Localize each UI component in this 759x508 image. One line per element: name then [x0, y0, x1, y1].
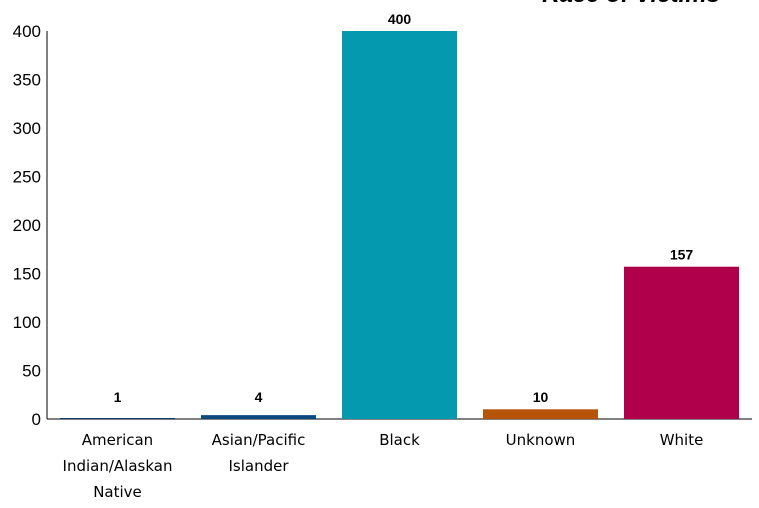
data-label: 400	[388, 11, 412, 27]
y-tick-label: 100	[13, 313, 41, 332]
data-label: 10	[533, 389, 549, 405]
y-tick-labels: 0 50 100 150 200 250 300 350 400	[13, 22, 41, 429]
y-tick-label: 350	[13, 71, 41, 90]
bars	[60, 31, 739, 419]
x-category-label: Asian/Pacific	[212, 431, 306, 449]
bar	[60, 418, 175, 419]
x-category-label: Islander	[228, 457, 289, 475]
y-tick-label: 200	[13, 216, 41, 235]
bar	[483, 409, 598, 419]
data-label: 4	[255, 389, 263, 405]
bar	[342, 31, 457, 419]
y-tick-label: 300	[13, 119, 41, 138]
data-label: 157	[670, 247, 694, 263]
data-label: 1	[114, 389, 122, 405]
y-tick-label: 0	[32, 410, 41, 429]
x-category-labels: American Indian/Alaskan Native Asian/Pacifi…	[63, 431, 704, 501]
x-category-label: Black	[379, 431, 420, 449]
bar	[201, 415, 316, 419]
x-category-label: Unknown	[506, 431, 576, 449]
y-tick-label: 250	[13, 168, 41, 187]
x-category-label: White	[660, 431, 704, 449]
y-tick-label: 150	[13, 265, 41, 284]
data-labels: 1 4 400 10 157	[114, 11, 694, 405]
y-tick-label: 50	[22, 362, 41, 381]
x-category-label: American	[82, 431, 153, 449]
x-category-label: Native	[93, 483, 142, 501]
y-tick-label: 400	[13, 22, 41, 41]
x-category-label: Indian/Alaskan	[63, 457, 173, 475]
bar	[624, 266, 739, 419]
chart-title: Race of Victims	[542, 0, 720, 8]
